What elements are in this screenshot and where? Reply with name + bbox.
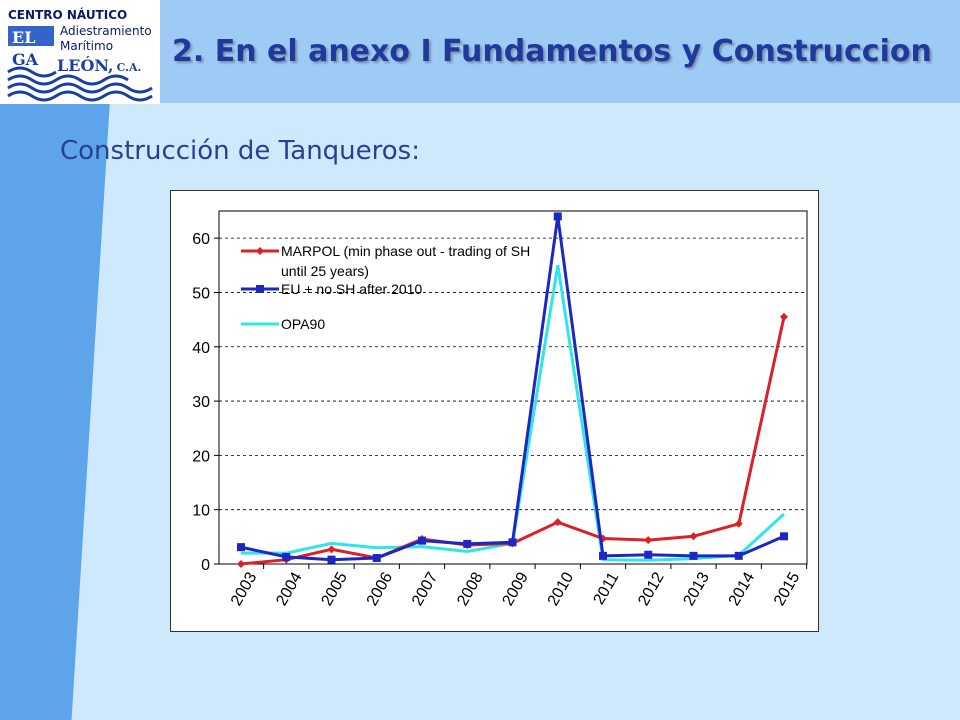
legend-marker — [256, 247, 264, 255]
y-tick-label: 30 — [192, 394, 210, 411]
x-tick-label: 2003 — [228, 569, 261, 608]
data-point — [418, 536, 426, 545]
logo-line3: Marítimo — [60, 39, 114, 53]
y-tick-label: 60 — [192, 231, 210, 248]
data-point — [327, 545, 336, 554]
data-point — [237, 543, 245, 552]
logo-ca: C.A. — [116, 61, 142, 74]
y-tick-label: 10 — [192, 503, 210, 520]
data-point — [553, 212, 562, 221]
logo-el: EL — [12, 28, 36, 47]
logo-line2: Adiestramiento — [60, 24, 152, 38]
data-point — [237, 560, 245, 568]
x-tick-label: 2007 — [409, 569, 442, 608]
x-tick-label: 2013 — [680, 569, 713, 608]
legend-label: MARPOL (min phase out - trading of SH unt… — [281, 243, 530, 279]
x-tick-label: 2015 — [771, 569, 804, 608]
data-point — [644, 550, 653, 559]
logo-waves-icon — [7, 26, 153, 102]
x-tick-label: 2004 — [273, 569, 306, 608]
legend-label: EU + no SH after 2010 — [281, 281, 422, 297]
data-point — [689, 532, 698, 541]
plot-area — [218, 210, 808, 565]
data-point — [780, 532, 788, 541]
logo-leon: LEÓN, C.A. — [57, 56, 141, 75]
chart-container: 0 10 20 30 40 50 60 2003 2004 2005 2006 2007 2008 200… — [170, 190, 819, 632]
data-point — [599, 551, 607, 560]
x-tick-label: 2009 — [499, 569, 532, 608]
logo: CENTRO NÁUTICO Adiestramiento Marítimo E… — [0, 0, 160, 104]
y-tick-label: 50 — [192, 285, 210, 302]
legend-marker — [256, 285, 264, 293]
data-point — [553, 518, 562, 527]
x-tick-label: 2006 — [364, 569, 397, 608]
y-tick-label: 40 — [192, 340, 210, 357]
logo-line1: CENTRO NÁUTICO — [8, 8, 128, 22]
data-point — [463, 539, 472, 548]
data-point — [282, 552, 291, 561]
logo-leon-text: LEÓN, — [57, 56, 114, 75]
page-title: 2. En el anexo I Fundamentos y Construcc… — [172, 34, 932, 69]
y-tick-label: 0 — [201, 557, 210, 574]
x-tick-label: 2014 — [726, 569, 759, 608]
x-tick-label: 2005 — [318, 569, 351, 608]
logo-ga: GA — [12, 50, 39, 69]
data-point — [689, 551, 698, 560]
data-point — [734, 519, 743, 528]
data-point — [734, 551, 743, 560]
data-point — [372, 554, 381, 563]
legend-label: OPA90 — [281, 316, 325, 332]
data-point — [508, 538, 517, 547]
data-point — [780, 312, 788, 321]
x-tick-label: 2010 — [545, 569, 578, 608]
y-tick-label: 20 — [192, 448, 210, 465]
x-tick-label: 2012 — [635, 569, 668, 608]
top-decorative-band — [160, 0, 960, 103]
line-chart: 0 10 20 30 40 50 60 2003 2004 2005 2006 2007 2008 200… — [192, 210, 808, 609]
x-tick-label: 2008 — [454, 569, 487, 608]
data-point — [327, 555, 336, 564]
data-point — [644, 536, 653, 545]
page-subtitle: Construcción de Tanqueros: — [60, 136, 420, 166]
left-decorative-stripe — [0, 100, 110, 720]
x-tick-label: 2011 — [591, 569, 623, 607]
